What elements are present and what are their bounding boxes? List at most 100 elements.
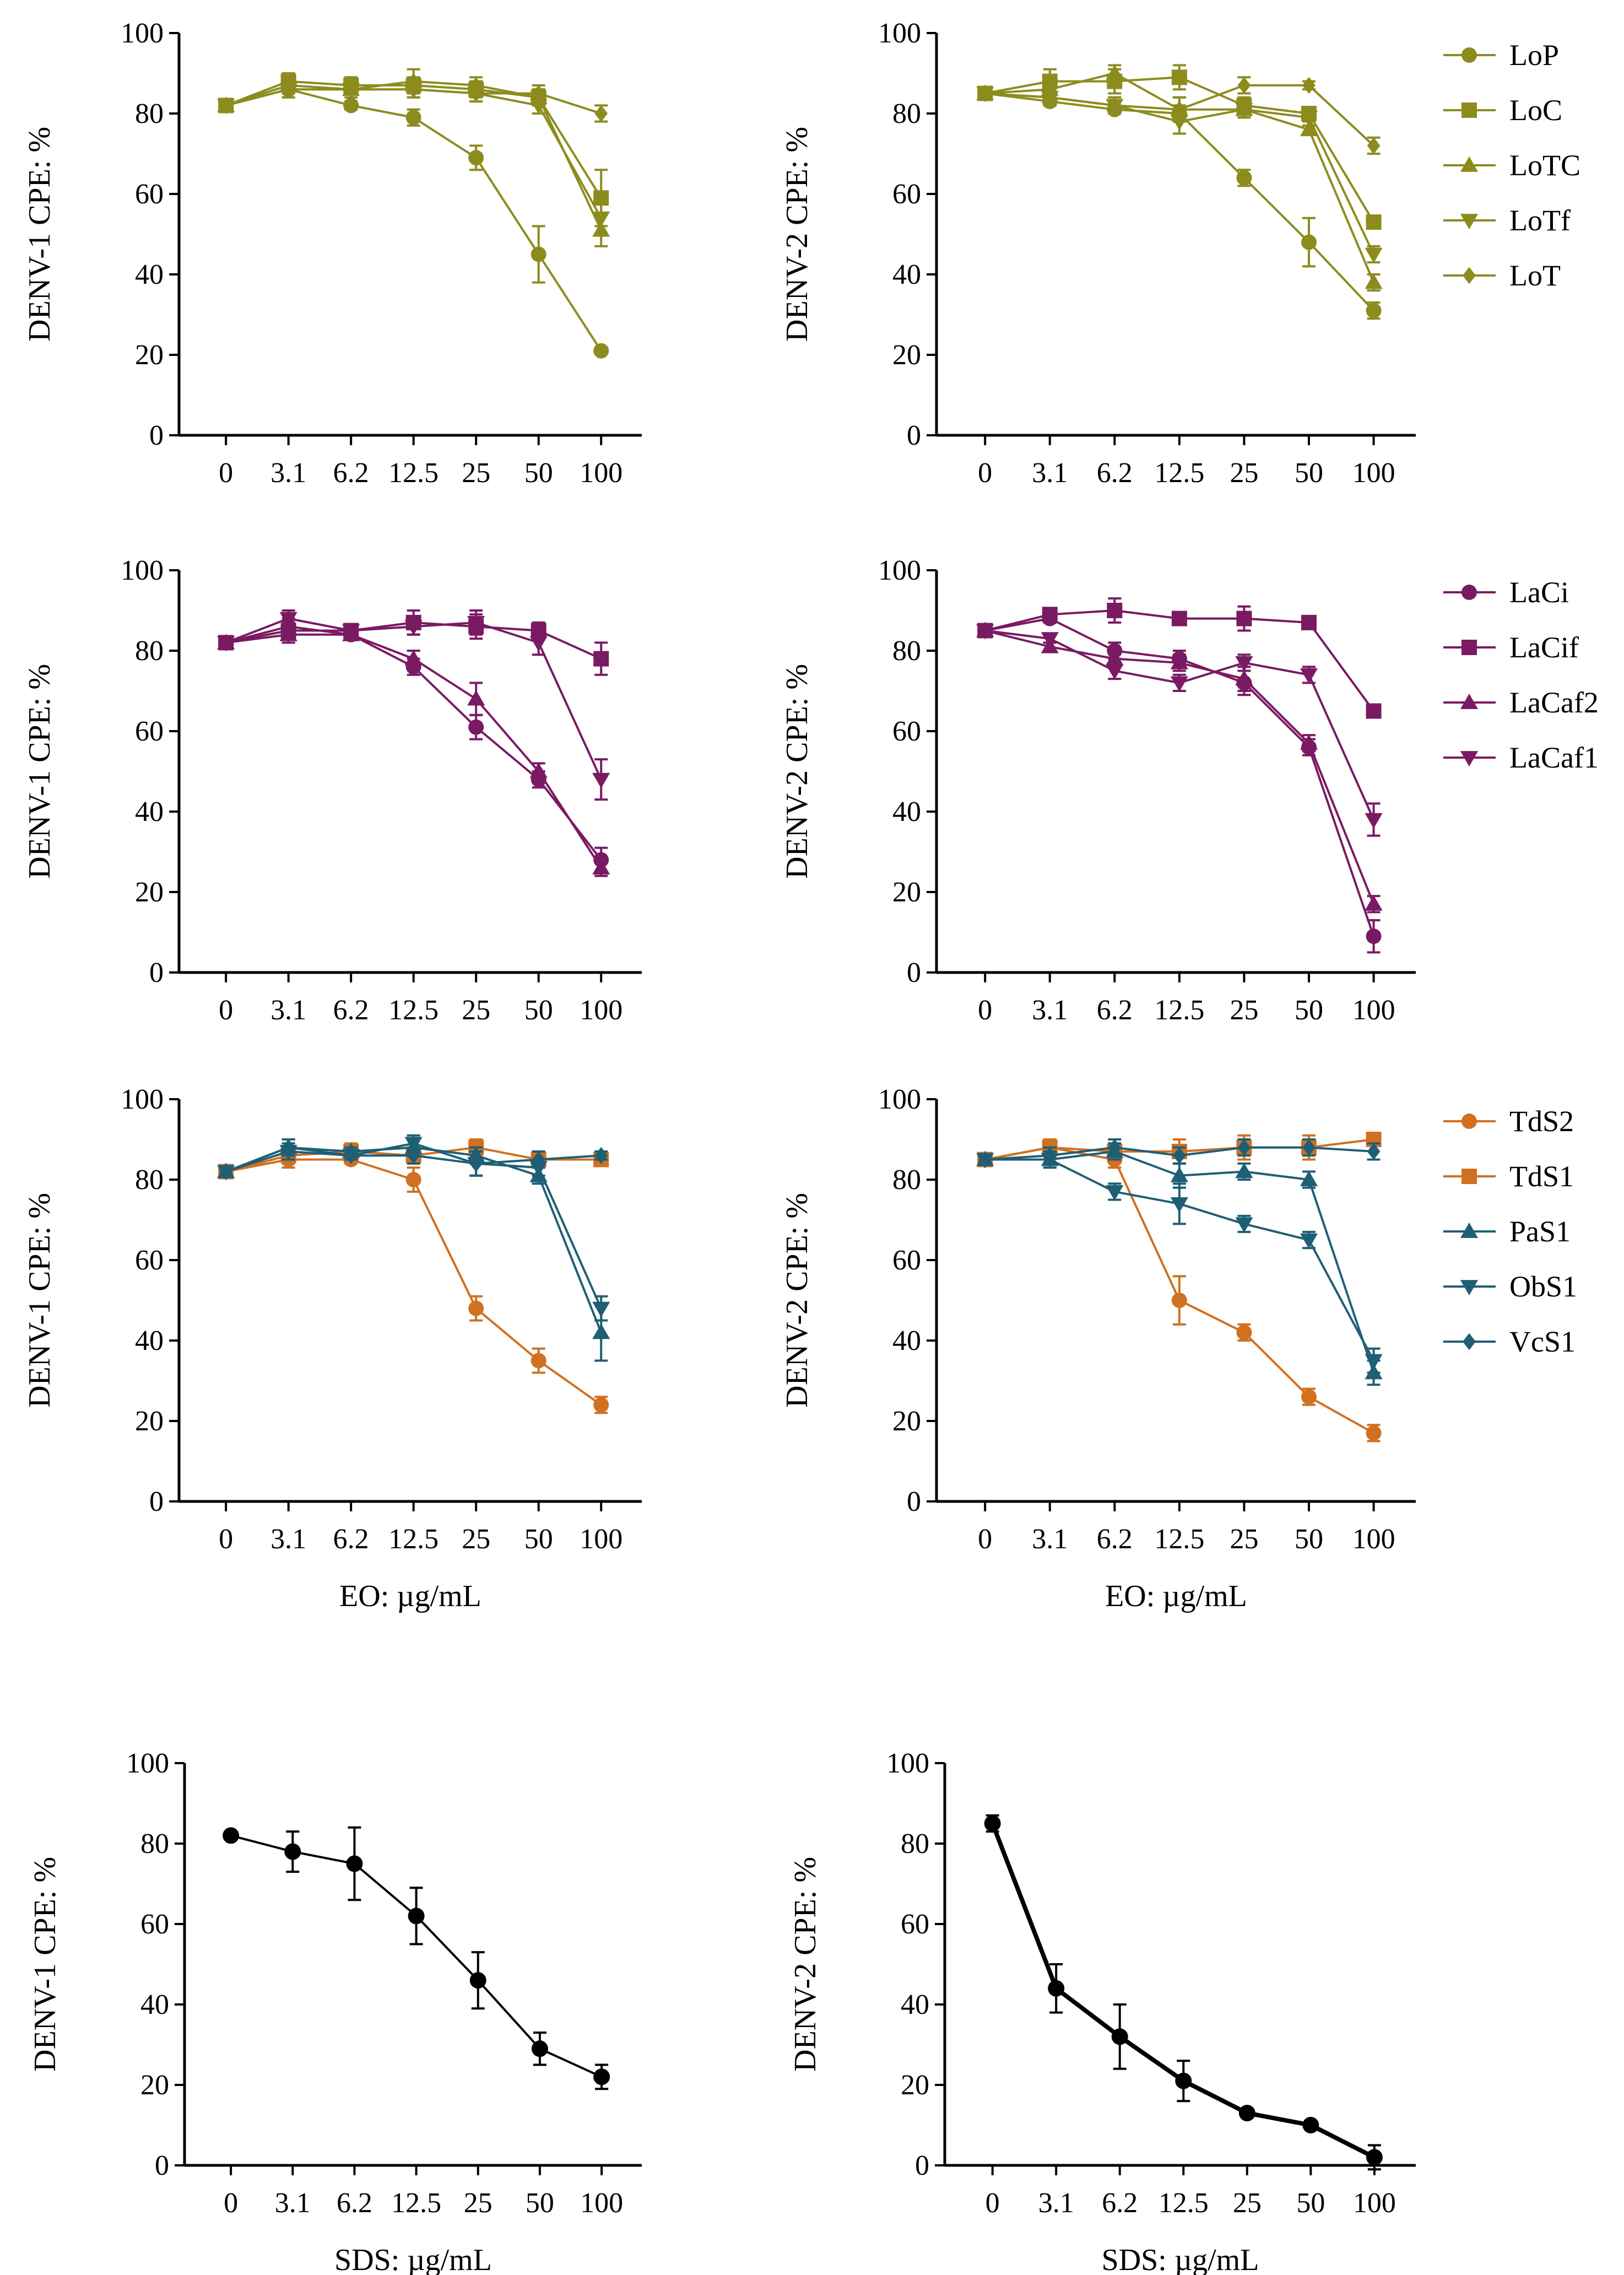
- data-point: [468, 1300, 484, 1316]
- data-point: [344, 1147, 358, 1164]
- series-LoTf: [217, 80, 610, 235]
- chart-denv2-lo: 0 20 40 60 80 100 0 3.1 6.2 12.5 25 50 100 DENV-2 CPE…: [780, 18, 1580, 489]
- y-axis-title: DENV-2 CPE: %: [780, 127, 814, 342]
- x-tick-label: 0: [978, 995, 992, 1026]
- x-tick-label: 50: [524, 995, 553, 1026]
- data-point: [467, 690, 485, 706]
- y-tick-label: 60: [135, 716, 164, 747]
- x-tick-label: 6.2: [333, 457, 369, 489]
- data-point: [469, 1155, 483, 1172]
- data-point: [529, 636, 548, 652]
- y-tick-label: 60: [901, 1909, 929, 1940]
- x-tick-label: 6.2: [333, 1523, 369, 1555]
- legend-item: VcS1: [1443, 1325, 1576, 1358]
- x-tick-label: 25: [462, 995, 490, 1026]
- data-point: [1170, 1166, 1188, 1182]
- data-point: [1175, 2072, 1192, 2089]
- data-point: [468, 719, 484, 735]
- data-point: [592, 772, 610, 788]
- legend-marker: [1461, 102, 1477, 118]
- x-tick-label: 12.5: [388, 995, 439, 1026]
- data-point: [1108, 1139, 1122, 1156]
- series-SDS: [984, 1814, 1383, 2171]
- y-tick-label: 0: [149, 957, 164, 988]
- legend-item: LoTC: [1443, 149, 1580, 182]
- data-point: [592, 211, 610, 227]
- y-tick-label: 100: [886, 1748, 929, 1779]
- x-tick-label: 3.1: [1032, 995, 1068, 1026]
- data-point: [223, 1827, 240, 1844]
- x-tick-label: 3.1: [270, 457, 306, 489]
- chart-denv2-sds: 0 20 40 60 80 100 0 3.1 6.2 12.5 25 50 100 DENV-2 CPE…: [788, 1748, 1416, 2275]
- x-tick-label: 0: [224, 2187, 238, 2219]
- series-line: [225, 88, 602, 352]
- legend-label: LoTf: [1509, 204, 1571, 237]
- data-point: [1300, 1170, 1318, 1186]
- x-tick-label: 6.2: [1102, 2187, 1138, 2219]
- y-axis-title: DENV-2 CPE: %: [780, 664, 814, 879]
- data-point: [976, 624, 994, 640]
- data-point: [1235, 1217, 1253, 1233]
- data-point: [531, 2040, 548, 2057]
- legend-item: TdS2: [1443, 1105, 1574, 1138]
- data-point: [1043, 89, 1057, 106]
- legend-item: ObS1: [1443, 1270, 1577, 1303]
- legend-item: TdS1: [1443, 1160, 1574, 1193]
- data-point: [1302, 1139, 1316, 1156]
- data-point: [279, 612, 297, 628]
- data-point: [1042, 607, 1058, 623]
- data-point: [529, 1161, 548, 1177]
- x-tick-label: 100: [580, 457, 622, 489]
- y-tick-label: 20: [140, 2069, 169, 2101]
- legend: LaCi LaCif LaCaf2 LaCaf1: [1443, 576, 1599, 774]
- legend-label: ObS1: [1509, 1270, 1577, 1303]
- legend-label: TdS1: [1509, 1160, 1574, 1193]
- data-point: [1236, 1325, 1252, 1341]
- y-tick-label: 80: [135, 1164, 164, 1196]
- x-tick-label: 6.2: [1097, 1523, 1133, 1555]
- legend-label: LoTC: [1509, 149, 1580, 182]
- data-point: [593, 651, 609, 667]
- data-point: [1048, 1980, 1065, 1997]
- x-tick-label: 3.1: [1032, 457, 1068, 489]
- legend-item: LoP: [1443, 39, 1559, 72]
- data-point: [407, 80, 420, 98]
- legend-label: PaS1: [1509, 1215, 1571, 1248]
- x-tick-label: 100: [580, 995, 622, 1026]
- y-tick-label: 80: [892, 635, 921, 667]
- y-tick-label: 0: [915, 2150, 929, 2181]
- data-point: [1238, 2105, 1255, 2122]
- data-point: [1111, 2028, 1128, 2045]
- y-tick-label: 80: [135, 98, 164, 129]
- data-point: [1365, 1354, 1383, 1370]
- x-tick-label: 25: [464, 2187, 492, 2219]
- y-tick-label: 20: [135, 339, 164, 371]
- legend-item: LaCi: [1443, 576, 1569, 609]
- data-point: [279, 625, 297, 641]
- legend-label: LaCi: [1509, 576, 1569, 609]
- x-tick-label: 50: [1295, 1523, 1323, 1555]
- x-tick-label: 0: [986, 2187, 1000, 2219]
- data-point: [468, 150, 484, 166]
- y-tick-label: 40: [140, 1989, 169, 2020]
- data-point: [1302, 2117, 1319, 2133]
- series-TdS2: [218, 1150, 609, 1414]
- x-tick-label: 25: [1230, 457, 1258, 489]
- x-tick-label: 100: [1352, 995, 1395, 1026]
- y-tick-label: 60: [140, 1909, 169, 1940]
- y-tick-label: 80: [901, 1828, 929, 1860]
- legend-item: LoC: [1443, 94, 1562, 127]
- data-point: [594, 1147, 608, 1164]
- x-tick-label: 100: [1352, 1523, 1395, 1555]
- y-axis-title: DENV-1 CPE: %: [23, 1193, 57, 1408]
- data-point: [219, 97, 233, 114]
- x-tick-label: 3.1: [1032, 1523, 1068, 1555]
- x-tick-label: 3.1: [270, 995, 306, 1026]
- x-tick-label: 0: [978, 457, 992, 489]
- y-tick-label: 100: [121, 1084, 164, 1115]
- data-point: [592, 859, 610, 875]
- data-point: [1367, 137, 1381, 154]
- data-point: [1171, 610, 1187, 626]
- data-point: [1365, 813, 1383, 829]
- x-tick-label: 100: [1352, 457, 1395, 489]
